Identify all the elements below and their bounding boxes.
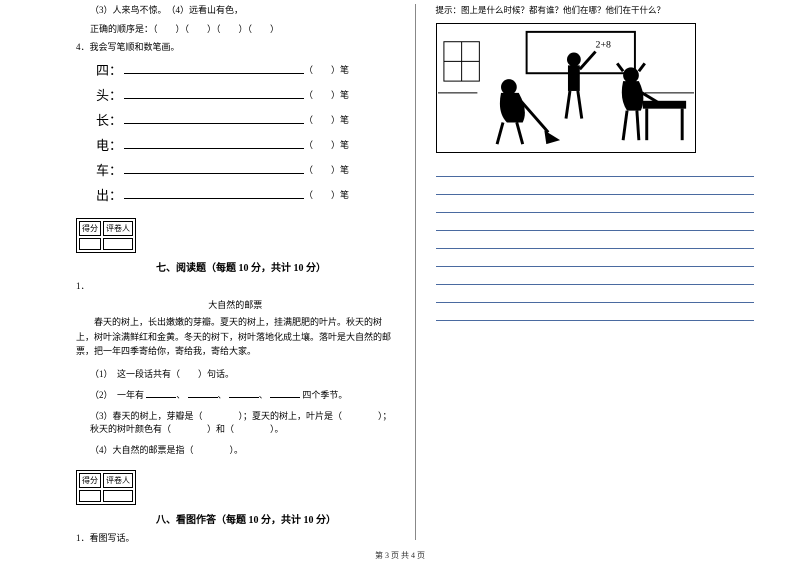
classroom-illustration: 2+8 xyxy=(436,23,696,153)
write-line[interactable] xyxy=(436,269,755,285)
stroke-row: 电： （ ） 笔 xyxy=(96,135,395,154)
q2-blank[interactable] xyxy=(146,389,176,398)
stroke-row: 四： （ ） 笔 xyxy=(96,60,395,79)
stroke-tail: 笔 xyxy=(340,113,349,126)
write-line[interactable] xyxy=(436,215,755,231)
stroke-tail: 笔 xyxy=(340,163,349,176)
write-line[interactable] xyxy=(436,161,755,177)
stroke-char: 出： xyxy=(96,185,124,204)
stroke-line[interactable] xyxy=(124,64,304,74)
sec7-num: 1． xyxy=(76,280,395,293)
stroke-char: 四： xyxy=(96,60,124,79)
sec8-q: 1．看图写话。 xyxy=(76,532,395,545)
write-line[interactable] xyxy=(436,251,755,267)
option-3-4: （3）人来鸟不惊。 （4）远看山有色， xyxy=(76,4,395,17)
stroke-paren: （ ） xyxy=(304,188,340,201)
score-label: 得分 xyxy=(79,473,101,488)
stroke-paren: （ ） xyxy=(304,138,340,151)
reading-q3: （3）春天的树上，芽瓣是（ ）；夏天的树上，叶片是（ ）；秋天的树叶颜色有（ ）… xyxy=(90,409,395,435)
stroke-char: 车： xyxy=(96,160,124,179)
stroke-rows: 四： （ ） 笔 头： （ ） 笔 长： （ ） 笔 电： （ ） xyxy=(76,60,395,204)
write-line[interactable] xyxy=(436,305,755,321)
page-footer: 第 3 页 共 4 页 xyxy=(0,550,800,561)
writing-lines[interactable] xyxy=(436,161,755,321)
stroke-line[interactable] xyxy=(124,139,304,149)
write-line[interactable] xyxy=(436,197,755,213)
q4-label: 4．我会写笔顺和数笔画。 xyxy=(76,41,395,54)
stroke-paren: （ ） xyxy=(304,88,340,101)
reading-q1: （1） 这一段话共有（ ）句话。 xyxy=(90,367,395,380)
section-7-title: 七、阅读题（每题 10 分，共计 10 分） xyxy=(76,259,395,274)
stroke-tail: 笔 xyxy=(340,188,349,201)
score-label: 得分 xyxy=(79,221,101,236)
stroke-char: 头： xyxy=(96,85,124,104)
q2-blank[interactable] xyxy=(229,389,259,398)
q2-blank[interactable] xyxy=(188,389,218,398)
score-blank[interactable] xyxy=(79,238,101,250)
stroke-tail: 笔 xyxy=(340,138,349,151)
grader-label: 评卷人 xyxy=(103,221,133,236)
stroke-paren: （ ） xyxy=(304,63,340,76)
q2-prefix: （2） 一年有 xyxy=(90,390,144,400)
score-box-8: 得分 评卷人 xyxy=(76,470,136,505)
write-line[interactable] xyxy=(436,179,755,195)
stroke-line[interactable] xyxy=(124,164,304,174)
stroke-char: 长： xyxy=(96,110,124,129)
stroke-row: 出： （ ） 笔 xyxy=(96,185,395,204)
stroke-line[interactable] xyxy=(124,89,304,99)
score-box-7: 得分 评卷人 xyxy=(76,218,136,253)
stroke-char: 电： xyxy=(96,135,124,154)
q2-suffix: 四个季节。 xyxy=(302,390,347,400)
stroke-line[interactable] xyxy=(124,114,304,124)
passage-body: 春天的树上，长出嫩嫩的芽瓣。夏天的树上，挂满肥肥的叶片。秋天的树上，树叶涂满鲜红… xyxy=(76,315,395,358)
stroke-line[interactable] xyxy=(124,189,304,199)
svg-text:2+8: 2+8 xyxy=(595,39,610,50)
reading-q2: （2） 一年有 、 、 、 四个季节。 xyxy=(90,388,395,401)
writing-prompt: 提示：图上是什么时候？都有谁？他们在哪？他们在干什么？ xyxy=(436,4,755,17)
grader-blank[interactable] xyxy=(103,490,133,502)
order-sequence: 正确的顺序是：（ ）（ ）（ ）（ ） xyxy=(76,23,395,36)
score-blank[interactable] xyxy=(79,490,101,502)
grader-label: 评卷人 xyxy=(103,473,133,488)
grader-blank[interactable] xyxy=(103,238,133,250)
section-8-title: 八、看图作答（每题 10 分，共计 10 分） xyxy=(76,511,395,526)
stroke-tail: 笔 xyxy=(340,88,349,101)
stroke-row: 头： （ ） 笔 xyxy=(96,85,395,104)
reading-q4: （4）大自然的邮票是指（ ）。 xyxy=(90,443,395,456)
stroke-paren: （ ） xyxy=(304,113,340,126)
stroke-tail: 笔 xyxy=(340,63,349,76)
write-line[interactable] xyxy=(436,233,755,249)
write-line[interactable] xyxy=(436,287,755,303)
stroke-row: 长： （ ） 笔 xyxy=(96,110,395,129)
stroke-row: 车： （ ） 笔 xyxy=(96,160,395,179)
passage-title: 大自然的邮票 xyxy=(76,298,395,311)
stroke-paren: （ ） xyxy=(304,163,340,176)
q2-blank[interactable] xyxy=(270,389,300,398)
